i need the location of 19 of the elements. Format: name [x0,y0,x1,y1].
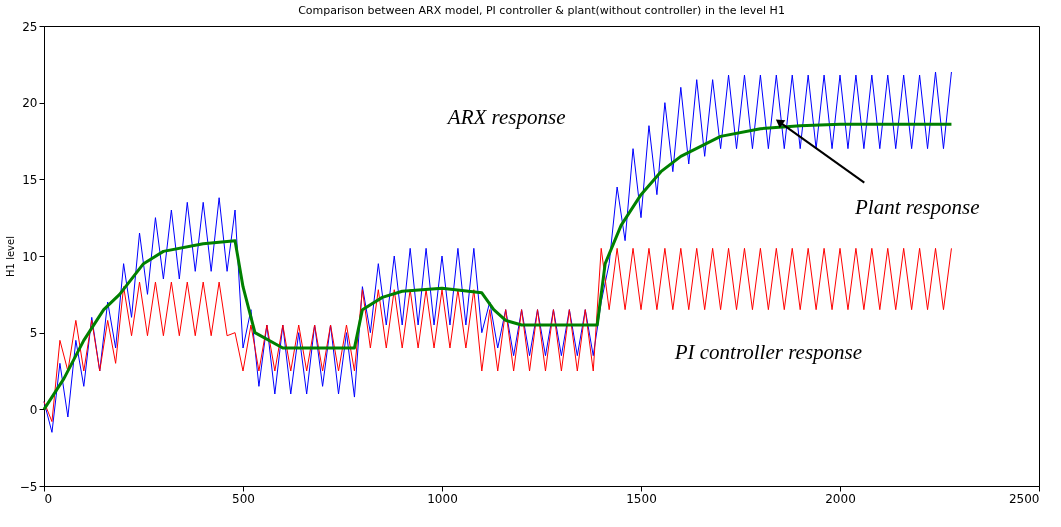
y-tick-label: 15 [22,172,38,187]
annotation: PI controller response [673,339,863,364]
y-tick-label: 5 [29,326,38,341]
y-tick-label: −5 [19,479,38,494]
y-tick-label: 0 [29,402,38,417]
y-tick-label: 10 [22,249,38,264]
annotation: Plant response [853,194,980,219]
line-series [43,247,952,423]
y-tick-label: 20 [22,96,38,111]
x-tick-label: 0 [44,491,53,506]
chart-title: Comparison between ARX model, PI controller & plant(without controller) in the level H1 [298,4,785,17]
annotation: ARX response [445,105,566,129]
y-axis-title: H1 level [4,236,16,277]
x-tick-label: 1000 [427,491,458,506]
x-tick-label: 1500 [626,491,657,506]
y-tick-label: 25 [22,19,38,34]
x-tick-label: 2500 [1008,491,1040,506]
x-tick-label: 2000 [825,491,856,506]
x-tick-label: 500 [232,491,255,506]
